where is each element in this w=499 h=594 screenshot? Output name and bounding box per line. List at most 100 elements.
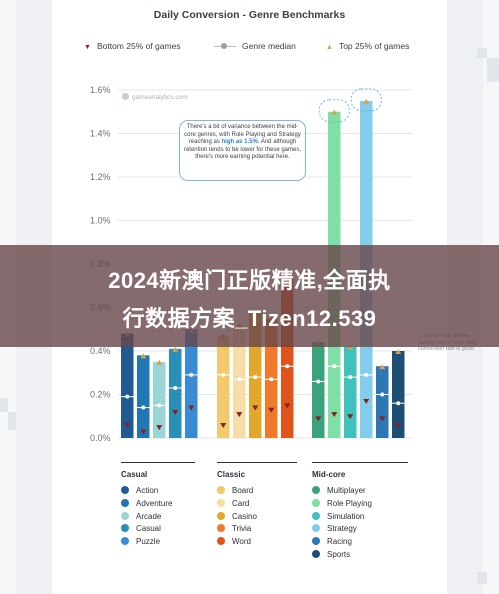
legend-item: Word	[217, 536, 257, 549]
legend-item-label: Role Playing	[327, 498, 372, 508]
legend-item: Card	[217, 498, 257, 511]
annotation-text: There's a bit of variance between the mi…	[184, 124, 301, 146]
bottom-quartile-marker	[395, 422, 402, 428]
overlay-banner: 2024新澳门正版精准,全面执 行数据方案_Tizen12.539	[0, 245, 499, 347]
group-divider	[312, 462, 408, 463]
legend-item: Simulation	[312, 511, 372, 524]
chart-title: Daily Conversion - Genre Benchmarks	[153, 9, 346, 21]
top-quartile-marker	[140, 353, 147, 359]
top-quartile-marker	[363, 98, 370, 104]
legend-item-label: Board	[232, 486, 254, 495]
y-tick-label: 1.4%	[90, 129, 111, 139]
top-quartile-marker	[331, 109, 338, 115]
legend-item-label: Card	[232, 498, 250, 508]
banner-line-1: 2024新澳门正版精准,全面执	[108, 268, 391, 293]
legend-item: Casino	[217, 511, 257, 524]
legend-top-label: Top 25% of games	[338, 41, 410, 51]
bottom-quartile-marker	[188, 405, 195, 411]
bar-sports	[392, 351, 405, 438]
bottom-quartile-marker	[315, 416, 322, 422]
bar-casual	[169, 348, 182, 438]
legend-item-label: Action	[136, 486, 159, 495]
median-marker	[269, 377, 274, 382]
median-marker	[125, 394, 130, 399]
bottom-quartile-marker	[220, 422, 227, 428]
legend-item-label: Racing	[327, 537, 352, 547]
bottom-quartile-marker	[363, 399, 370, 405]
banner-line-2: 行数据方案_Tizen12.539	[122, 306, 377, 331]
legend-item-label: Casual	[136, 524, 161, 534]
legend-bottom: ▼ Bottom 25% of games	[84, 41, 181, 51]
legend-item: Puzzle	[121, 536, 172, 549]
median-marker	[380, 392, 385, 397]
median-line-icon	[214, 42, 236, 50]
color-dot-icon	[121, 498, 129, 507]
legend-item: Trivia	[217, 523, 257, 536]
legend-item: Sports	[312, 549, 372, 562]
y-tick-label: 0.2%	[90, 390, 111, 400]
bar-arcade	[153, 361, 166, 438]
highlight-ring	[318, 99, 350, 123]
annotation-callout: There's a bit of variance between the mi…	[179, 120, 306, 181]
color-dot-icon	[312, 537, 320, 546]
legend-item: Role Playing	[312, 498, 372, 511]
annotation-highlight: high as 1.5%	[221, 139, 258, 146]
brand-logo-icon	[122, 93, 129, 100]
down-triangle-icon: ▼	[84, 44, 91, 51]
bottom-quartile-marker	[347, 414, 354, 420]
legend-item-label: Simulation	[327, 511, 365, 521]
legend-item-label: Multiplayer	[327, 486, 366, 495]
legend-item: Board	[217, 485, 257, 498]
y-tick-label: 1.2%	[90, 172, 111, 182]
legend-item-label: Strategy	[327, 524, 357, 534]
color-dot-icon	[312, 524, 320, 533]
median-marker	[348, 375, 353, 380]
group-divider	[217, 462, 297, 463]
annotation-text-end: . And although retention tends to be low…	[183, 139, 302, 161]
deco-square	[477, 572, 487, 584]
legend-item-label: Puzzle	[136, 537, 161, 547]
bar-card	[233, 324, 246, 438]
legend-item: Adventure	[121, 498, 172, 511]
top-quartile-marker	[379, 364, 386, 370]
color-dot-icon	[217, 524, 225, 533]
bar-puzzle	[185, 329, 198, 438]
deco-square	[0, 398, 8, 412]
median-marker	[221, 372, 226, 377]
bottom-quartile-marker	[268, 407, 275, 413]
watermark: gameanalytics.com	[122, 93, 188, 101]
legend-group-casual: Casual Action Adventure Arcade Casual Puzzle	[121, 470, 172, 549]
legend-item: Arcade	[121, 511, 172, 524]
bar-simulation	[344, 346, 357, 438]
legend-group-classic: Classic Board Card Casino Trivia Word	[217, 470, 257, 549]
bottom-quartile-marker	[252, 405, 259, 411]
bottom-quartile-marker	[331, 412, 338, 418]
bottom-quartile-marker	[284, 403, 291, 409]
bar-adventure	[137, 355, 150, 438]
color-dot-icon	[217, 486, 225, 494]
legend-item: Racing	[312, 536, 372, 549]
color-dot-icon	[312, 486, 320, 494]
legend-item-label: Casino	[232, 511, 257, 521]
median-marker	[157, 403, 162, 408]
y-tick-label: 1.6%	[90, 85, 111, 95]
top-quartile-marker	[172, 346, 179, 352]
color-dot-icon	[121, 486, 129, 494]
bottom-quartile-marker	[172, 409, 179, 415]
median-marker	[316, 379, 321, 384]
top-quartile-marker	[395, 349, 402, 354]
top-quartile-marker	[347, 344, 354, 350]
color-dot-icon	[312, 511, 320, 520]
color-dot-icon	[217, 537, 225, 546]
bar-action	[121, 333, 134, 438]
legend-item-label: Trivia	[232, 524, 252, 534]
median-marker	[141, 405, 146, 410]
bar-multiplayer	[312, 342, 325, 438]
legend-item-label: Word	[232, 537, 251, 547]
median-marker	[237, 377, 242, 382]
color-dot-icon	[121, 537, 129, 546]
color-dot-icon	[312, 549, 320, 558]
bottom-quartile-marker	[156, 425, 163, 431]
legend-group-title: Classic	[217, 470, 246, 479]
